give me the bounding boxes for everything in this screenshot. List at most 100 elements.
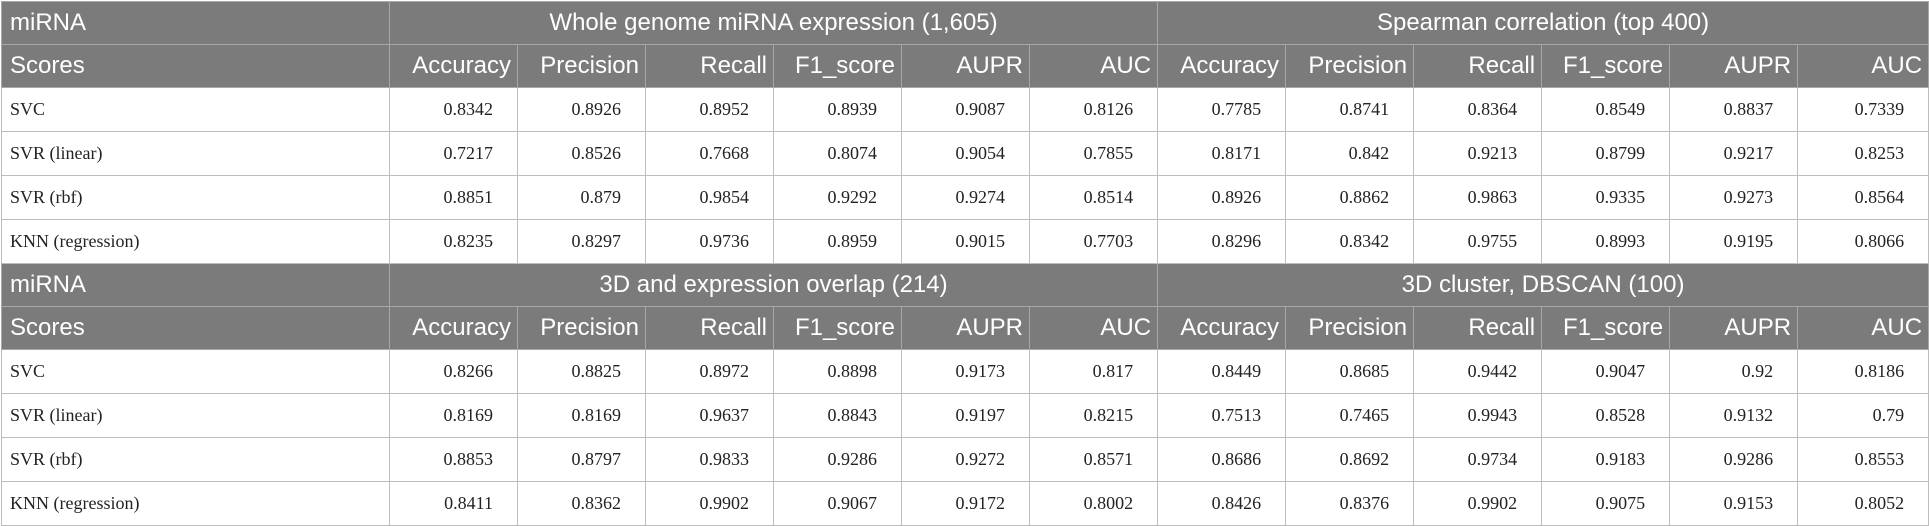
score-cell: 0.9273 [1669, 175, 1799, 220]
score-cell: 0.9755 [1413, 219, 1543, 264]
score-cell: 0.9943 [1413, 393, 1543, 438]
metric-header: Recall [1413, 306, 1543, 350]
score-cell: 0.8074 [773, 131, 902, 176]
score-cell: 0.9854 [645, 175, 774, 220]
table-row: SVR (rbf) 0.8853 0.8797 0.9833 0.9286 0.9272 0… [1, 437, 1929, 482]
score-cell: 0.8843 [773, 393, 902, 438]
score-cell: 0.9637 [645, 393, 774, 438]
score-cell: 0.7785 [1157, 87, 1287, 132]
score-cell: 0.9213 [1413, 131, 1543, 176]
score-cell: 0.9054 [901, 131, 1030, 176]
model-name: SVR (rbf) [1, 175, 390, 220]
scores-label: Scores [1, 44, 390, 88]
score-cell: 0.9132 [1669, 393, 1799, 438]
score-cell: 0.8126 [1028, 87, 1159, 132]
score-cell: 0.9863 [1413, 175, 1543, 220]
model-name: KNN (regression) [1, 481, 390, 526]
corner-label: miRNA [1, 263, 390, 307]
score-cell: 0.8376 [1285, 481, 1415, 526]
score-cell: 0.9067 [773, 481, 902, 526]
table-row: SVR (linear) 0.8169 0.8169 0.9637 0.8843 0.91… [1, 393, 1929, 438]
table-row: KNN (regression) 0.8411 0.8362 0.9902 0.9067… [1, 481, 1929, 526]
score-cell: 0.9217 [1669, 131, 1799, 176]
score-cell: 0.8799 [1541, 131, 1671, 176]
score-cell: 0.817 [1028, 349, 1159, 394]
score-cell: 0.8853 [389, 437, 518, 482]
score-cell: 0.8926 [1157, 175, 1287, 220]
group-a-header: 3D and expression overlap (214) [388, 263, 1159, 307]
score-cell: 0.8686 [1157, 437, 1287, 482]
metric-header: Precision [1285, 44, 1415, 88]
score-cell: 0.8837 [1669, 87, 1799, 132]
group-header-row: miRNA 3D and expression overlap (214) 3D c… [1, 263, 1929, 307]
metric-header: F1_score [773, 44, 902, 88]
score-cell: 0.9087 [901, 87, 1030, 132]
score-cell: 0.9833 [645, 437, 774, 482]
model-name: SVR (linear) [1, 131, 390, 176]
metric-header: AUC [1028, 306, 1159, 350]
model-name: SVC [1, 87, 390, 132]
score-cell: 0.7513 [1157, 393, 1287, 438]
score-cell: 0.8825 [517, 349, 646, 394]
table-row: SVC 0.8342 0.8926 0.8952 0.8939 0.9087 0.8126 0… [1, 87, 1929, 132]
metric-header: AUC [1797, 306, 1929, 350]
table-row: SVR (linear) 0.7217 0.8526 0.7668 0.8074 0.90… [1, 131, 1929, 176]
score-cell: 0.8553 [1797, 437, 1929, 482]
metric-header: Accuracy [1157, 306, 1287, 350]
score-cell: 0.879 [517, 175, 646, 220]
corner-label: miRNA [1, 1, 390, 45]
score-cell: 0.9197 [901, 393, 1030, 438]
group-b-header: Spearman correlation (top 400) [1157, 1, 1929, 45]
score-cell: 0.8564 [1797, 175, 1929, 220]
table-row: KNN (regression) 0.8235 0.8297 0.9736 0.8959… [1, 219, 1929, 264]
score-cell: 0.7703 [1028, 219, 1159, 264]
metric-header-row: Scores Accuracy Precision Recall F1_score AUP… [1, 306, 1929, 350]
score-cell: 0.8052 [1797, 481, 1929, 526]
score-cell: 0.9902 [645, 481, 774, 526]
score-cell: 0.9274 [901, 175, 1030, 220]
score-cell: 0.8898 [773, 349, 902, 394]
group-b-header: 3D cluster, DBSCAN (100) [1157, 263, 1929, 307]
metric-header: Recall [645, 44, 774, 88]
metric-header: Precision [1285, 306, 1415, 350]
score-cell: 0.9736 [645, 219, 774, 264]
score-cell: 0.8526 [517, 131, 646, 176]
score-cell: 0.8426 [1157, 481, 1287, 526]
metric-header: F1_score [1541, 44, 1671, 88]
score-cell: 0.8741 [1285, 87, 1415, 132]
score-cell: 0.8186 [1797, 349, 1929, 394]
metric-header: Accuracy [389, 306, 518, 350]
score-cell: 0.8449 [1157, 349, 1287, 394]
group-a-header: Whole genome miRNA expression (1,605) [388, 1, 1159, 45]
score-cell: 0.8549 [1541, 87, 1671, 132]
score-cell: 0.8926 [517, 87, 646, 132]
score-cell: 0.8939 [773, 87, 902, 132]
score-cell: 0.9272 [901, 437, 1030, 482]
score-cell: 0.9195 [1669, 219, 1799, 264]
score-cell: 0.7855 [1028, 131, 1159, 176]
score-cell: 0.79 [1797, 393, 1929, 438]
metric-header: AUPR [901, 306, 1030, 350]
score-cell: 0.9335 [1541, 175, 1671, 220]
metric-header: Accuracy [389, 44, 518, 88]
score-cell: 0.8528 [1541, 393, 1671, 438]
metric-header: Recall [1413, 44, 1543, 88]
score-cell: 0.9286 [773, 437, 902, 482]
score-cell: 0.8297 [517, 219, 646, 264]
score-cell: 0.8342 [389, 87, 518, 132]
score-cell: 0.9292 [773, 175, 902, 220]
score-cell: 0.8993 [1541, 219, 1671, 264]
score-cell: 0.8959 [773, 219, 902, 264]
metric-header: AUPR [901, 44, 1030, 88]
metric-header: F1_score [773, 306, 902, 350]
score-cell: 0.8266 [389, 349, 518, 394]
score-cell: 0.7668 [645, 131, 774, 176]
metric-header: AUPR [1669, 306, 1799, 350]
metric-header-row: Scores Accuracy Precision Recall F1_score AUP… [1, 44, 1929, 88]
score-cell: 0.9047 [1541, 349, 1671, 394]
score-cell: 0.7465 [1285, 393, 1415, 438]
group-header-row: miRNA Whole genome miRNA expression (1,60… [1, 1, 1929, 45]
score-cell: 0.8862 [1285, 175, 1415, 220]
model-name: SVR (rbf) [1, 437, 390, 482]
